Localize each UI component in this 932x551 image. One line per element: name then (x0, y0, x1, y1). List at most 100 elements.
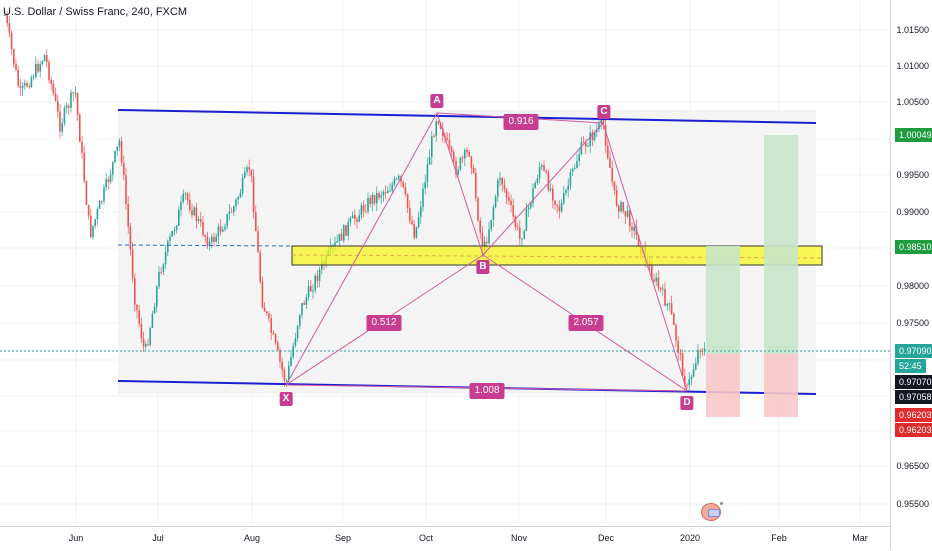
candle-body (310, 286, 312, 292)
candle-body (552, 188, 554, 201)
time-tick: Mar (852, 533, 868, 543)
candle-body (534, 182, 536, 189)
candle-body (257, 231, 259, 253)
candle-body (24, 82, 26, 86)
candle-body (569, 171, 572, 186)
candle-body (466, 149, 468, 152)
candle-body (228, 211, 231, 214)
price-tick: 0.97500 (896, 318, 929, 328)
position-loss-zone-2[interactable] (764, 354, 798, 417)
candle-body (8, 23, 11, 33)
price-tick: 1.01000 (896, 61, 929, 71)
channel-top-line[interactable] (117, 109, 817, 124)
candle-body (85, 181, 88, 205)
candle-body (631, 226, 633, 231)
candle-body (224, 226, 226, 230)
time-tick: Feb (771, 533, 787, 543)
candle-body (503, 184, 506, 190)
candle-body (607, 145, 609, 159)
candle-body (26, 82, 28, 87)
candle-body (272, 332, 275, 335)
candle-body (50, 80, 52, 84)
candle-body (158, 271, 160, 287)
candle-body (516, 226, 519, 228)
candle-body (349, 218, 352, 223)
candle-body (283, 370, 286, 381)
ratio-xd-label[interactable]: 1.008 (469, 383, 505, 399)
candle-body (417, 216, 420, 227)
candle-body (76, 93, 79, 115)
candle-body (261, 281, 264, 308)
point-d-label[interactable]: D (680, 396, 694, 410)
time-tick: Jun (68, 533, 84, 543)
candle-body (398, 176, 400, 179)
ratio-bd-label[interactable]: 2.057 (568, 315, 604, 331)
candle-body (404, 187, 407, 195)
candle-body (15, 64, 17, 70)
position-profit-zone-2[interactable] (764, 135, 798, 354)
candle-body (413, 224, 415, 238)
candle-body (259, 252, 261, 282)
candle-body (600, 118, 602, 123)
candle-body (244, 171, 246, 178)
candle-body (277, 342, 279, 350)
event-marker-dot-icon[interactable] (720, 502, 723, 505)
price-chart[interactable] (0, 0, 890, 526)
candle-body (343, 225, 345, 241)
candle-body (365, 211, 367, 213)
candle-body (120, 141, 123, 163)
candle-body (127, 203, 129, 227)
previous-level-dashed-line (117, 244, 293, 247)
candle-body (226, 213, 228, 227)
candle-body (512, 205, 514, 217)
time-axis[interactable]: Jun Jul Aug Sep Oct Nov Dec 2020 Feb Mar (0, 526, 890, 551)
candle-body (68, 105, 70, 108)
candle-body (252, 176, 255, 213)
candle-body (532, 188, 534, 204)
point-a-label[interactable]: A (430, 94, 444, 108)
point-b-label[interactable]: B (476, 260, 490, 274)
price-tick: 0.96500 (896, 461, 929, 471)
candle-body (684, 376, 686, 385)
candle-body (589, 132, 591, 146)
candle-body (543, 165, 545, 171)
candle-body (173, 230, 176, 232)
candle-body (565, 189, 567, 194)
candle-body (530, 203, 532, 208)
point-c-label[interactable]: C (597, 105, 611, 119)
candle-body (72, 92, 74, 94)
candle-body (164, 252, 167, 265)
candle-body (219, 226, 222, 232)
event-marker-small-icon[interactable] (708, 509, 720, 517)
candle-body (270, 318, 272, 333)
candle-body (81, 141, 83, 153)
candle-body (182, 193, 184, 202)
candle-body (549, 188, 552, 191)
stop-price-badge: 0.96203 (895, 408, 932, 422)
candle-body (123, 162, 125, 176)
position-profit-zone-1[interactable] (706, 246, 740, 354)
ratio-xb-label[interactable]: 0.512 (366, 315, 402, 331)
candle-body (688, 379, 690, 386)
ratio-ac-label[interactable]: 0.916 (503, 114, 539, 130)
candle-body (63, 108, 66, 124)
candle-body (312, 290, 314, 292)
candle-body (686, 384, 688, 386)
price-axis[interactable]: 1.01500 1.01000 1.00500 0.99500 0.99000 … (890, 0, 932, 550)
candle-body (281, 361, 283, 371)
candle-body (32, 77, 35, 79)
candle-body (424, 181, 426, 189)
candle-body (472, 167, 475, 174)
candle-body (488, 229, 490, 244)
candle-body (596, 129, 598, 133)
candle-body (96, 209, 99, 220)
candle-body (167, 240, 169, 253)
point-x-label[interactable]: X (279, 392, 293, 406)
candle-body (662, 288, 664, 290)
candle-body (703, 348, 706, 352)
candle-body (48, 62, 50, 81)
position-loss-zone-1[interactable] (706, 354, 740, 417)
candle-body (369, 197, 371, 205)
candle-body (618, 205, 620, 212)
